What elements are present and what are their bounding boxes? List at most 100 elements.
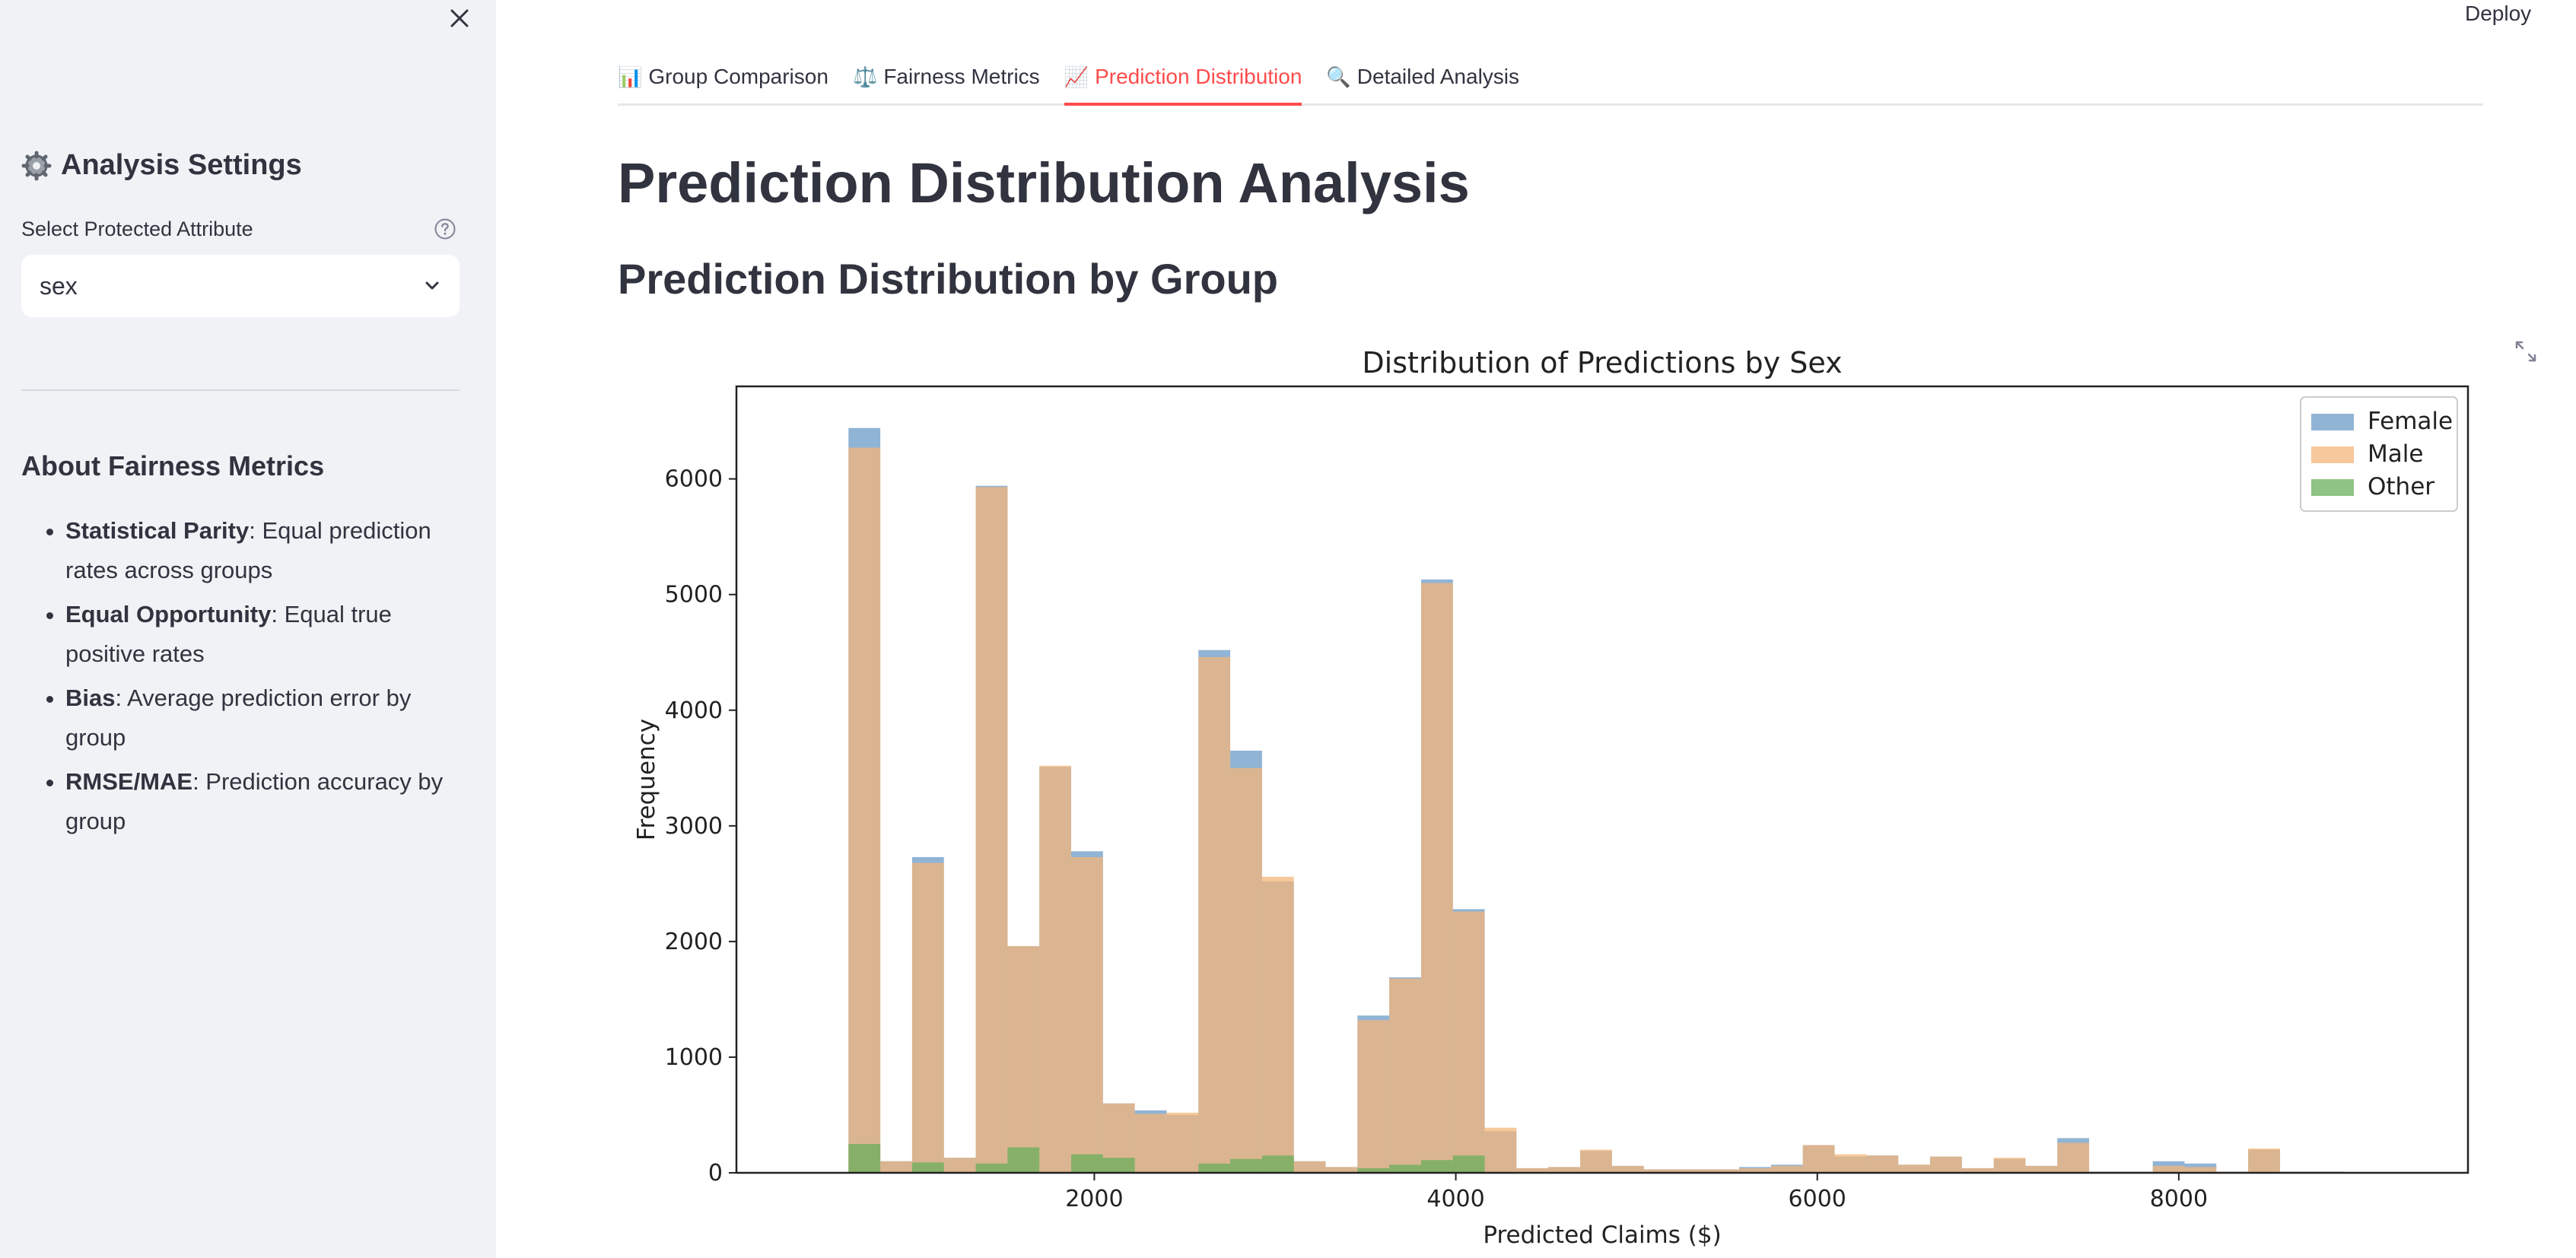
y-tick-label: 0 [708, 1160, 723, 1187]
about-fairness-list: Statistical Parity: Equal prediction rat… [21, 511, 447, 846]
histogram-bar-male [975, 487, 1008, 1173]
analysis-settings-title: Analysis Settings [21, 149, 302, 182]
histogram-bar-other [911, 1162, 944, 1173]
analysis-settings-label: Analysis Settings [61, 149, 302, 181]
y-tick-label: 1000 [665, 1044, 723, 1071]
tab-group-comparison[interactable]: 📊 Group Comparison [618, 50, 828, 103]
histogram-bar-male [848, 447, 881, 1173]
histogram-bar-other [848, 1143, 881, 1173]
metric-desc: : Equal prediction rates across groups [65, 517, 431, 583]
histogram-bar-male [1261, 876, 1294, 1173]
section-title: Prediction Distribution by Group [618, 255, 1278, 303]
histogram-bar-male [911, 862, 944, 1173]
histogram-bar-male [1929, 1156, 1962, 1173]
sidebar-divider [21, 389, 460, 391]
histogram-bar-male [1707, 1169, 1740, 1173]
list-item: Statistical Parity: Equal prediction rat… [65, 511, 447, 590]
tab-label: Fairness Metrics [883, 65, 1040, 88]
y-tick-label: 3000 [665, 813, 723, 840]
list-item: Bias: Average prediction error by group [65, 678, 447, 758]
histogram-bar-male [1580, 1149, 1612, 1173]
histogram-bar-other [1357, 1167, 1390, 1173]
tab-detailed-analysis[interactable]: 🔍 Detailed Analysis [1326, 50, 1519, 103]
histogram-bar-male [1675, 1169, 1708, 1173]
histogram-bar-male [2184, 1167, 2217, 1173]
histogram-bar-other [1261, 1155, 1294, 1173]
metric-desc: : Prediction accuracy by group [65, 768, 444, 834]
fullscreen-icon[interactable] [2514, 339, 2538, 364]
histogram-bar-male [1770, 1165, 1803, 1173]
histogram-bar-male [2025, 1165, 2058, 1173]
histogram-bar-male [1516, 1167, 1549, 1173]
tab-bar: 📊 Group Comparison ⚖️ Fairness Metrics 📈… [618, 50, 2483, 106]
close-sidebar-button[interactable] [441, 0, 478, 37]
histogram-bar-other [1007, 1147, 1040, 1173]
histogram-bar-male [1293, 1161, 1326, 1173]
histogram-bar-male [1834, 1154, 1867, 1173]
histogram-bar-male [1325, 1167, 1358, 1173]
trend-chart-icon: 📈 [1064, 65, 1089, 88]
tab-label: Prediction Distribution [1095, 65, 1302, 88]
tab-prediction-distribution[interactable]: 📈 Prediction Distribution [1064, 50, 1302, 106]
legend-swatch-female [2311, 414, 2354, 430]
chart-svg: Distribution of Predictions by Sex 2000 40… [633, 346, 2469, 1249]
histogram-bar-male [1357, 1020, 1390, 1173]
help-circle-icon[interactable] [434, 218, 456, 240]
protected-attribute-select[interactable]: sex [21, 255, 460, 317]
protected-attribute-label: Select Protected Attribute [21, 218, 253, 240]
histogram-bar-male [1866, 1155, 1899, 1173]
histogram-bar-male [1198, 656, 1231, 1173]
close-icon [450, 9, 469, 27]
sidebar: Analysis Settings Select Protected Attri… [0, 0, 496, 1258]
histogram-bar-male [1484, 1127, 1517, 1173]
histogram-bar-male [2248, 1148, 2280, 1173]
metric-desc: : Average prediction error by group [65, 685, 412, 751]
legend-swatch-male [2311, 446, 2354, 463]
deploy-button[interactable]: Deploy [2465, 2, 2532, 25]
list-item: Equal Opportunity: Equal true positive r… [65, 595, 447, 674]
histogram-bar-male [1739, 1167, 1771, 1173]
histogram-bar-male [1961, 1167, 1994, 1173]
legend-label-other: Other [2368, 473, 2434, 500]
tab-fairness-metrics[interactable]: ⚖️ Fairness Metrics [853, 50, 1040, 103]
histogram-bar-male [1007, 945, 1040, 1173]
histogram-bar-other [1198, 1163, 1231, 1173]
histogram-bar-other [975, 1163, 1008, 1173]
legend-label-male: Male [2368, 440, 2423, 468]
histogram-bar-male [1802, 1145, 1835, 1173]
histogram-bar-other [1102, 1158, 1135, 1173]
histogram-bar-other [1070, 1154, 1103, 1173]
histogram-bar-male [1993, 1158, 2026, 1173]
histogram-bar-other [1452, 1155, 1485, 1173]
histogram-bar-male [2152, 1165, 2185, 1173]
histogram-bar-male [1643, 1169, 1676, 1173]
chevron-down-icon [425, 281, 439, 290]
x-tick-label: 8000 [2150, 1186, 2208, 1212]
histogram-bar-male [1548, 1167, 1581, 1173]
histogram-bar-male [880, 1161, 912, 1173]
y-axis-label: Frequency [633, 719, 660, 840]
chart-title: Distribution of Predictions by Sex [1362, 346, 1842, 380]
protected-attribute-value: sex [40, 272, 78, 300]
histogram-bar-male [2057, 1142, 2090, 1173]
plot-frame [735, 385, 2469, 1174]
gear-icon [21, 151, 52, 180]
legend-swatch-other [2311, 479, 2354, 496]
scales-icon: ⚖️ [852, 65, 878, 88]
histogram-bar-other [1420, 1160, 1453, 1173]
x-tick-label: 4000 [1426, 1186, 1484, 1212]
metric-term: Bias [65, 685, 116, 711]
histogram-bar-male [1039, 765, 1071, 1173]
page-title: Prediction Distribution Analysis [618, 151, 1470, 214]
histogram-bar-male [1230, 767, 1262, 1173]
x-tick-label: 6000 [1789, 1186, 1846, 1212]
y-tick-label: 4000 [665, 697, 723, 724]
histogram-chart: Distribution of Predictions by Sex 2000 40… [618, 327, 2482, 1258]
legend-label-female: Female [2368, 408, 2453, 435]
histogram-bar-male [1420, 583, 1453, 1173]
tab-label: Group Comparison [648, 65, 828, 88]
histogram-bar-male [1134, 1113, 1167, 1173]
metric-term: Equal Opportunity [65, 601, 272, 627]
x-axis-label: Predicted Claims ($) [1483, 1221, 1721, 1249]
histogram-bar-male [1611, 1165, 1644, 1173]
